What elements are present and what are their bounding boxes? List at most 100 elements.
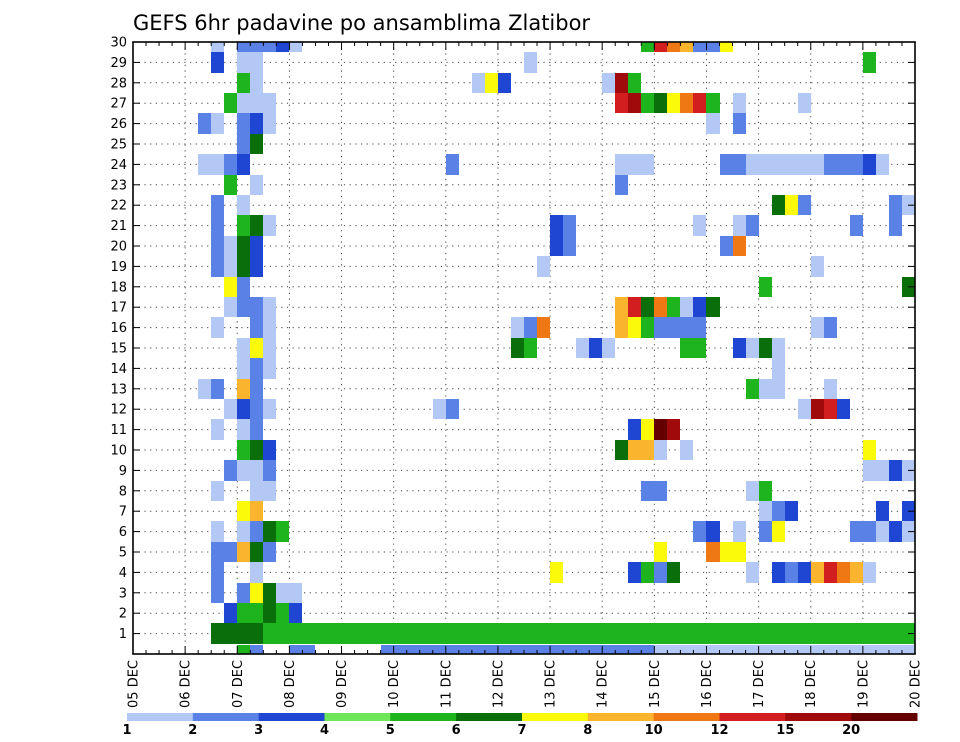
heatmap-cell xyxy=(550,236,563,256)
heatmap-cell xyxy=(811,256,824,277)
heatmap-cell xyxy=(733,645,746,654)
heatmap-cell xyxy=(772,154,785,175)
heatmap-cell xyxy=(446,154,459,175)
y-tick-label: 8 xyxy=(119,484,127,499)
heatmap-cell xyxy=(394,645,407,654)
colorbar-label: 8 xyxy=(583,723,592,738)
heatmap-cell xyxy=(720,42,733,52)
heatmap-cell xyxy=(863,154,876,175)
heatmap-cell xyxy=(693,338,706,358)
heatmap-cell xyxy=(211,562,224,583)
y-tick-label: 2 xyxy=(119,607,127,622)
heatmap-cell xyxy=(615,297,628,317)
colorbar-label: 2 xyxy=(188,723,197,738)
y-tick-label: 7 xyxy=(119,505,127,520)
heatmap-cell xyxy=(563,236,576,256)
colorbar-swatch xyxy=(851,713,918,721)
heatmap-cell xyxy=(759,481,772,501)
heatmap-cell xyxy=(641,419,654,440)
heatmap-cell xyxy=(420,623,433,644)
heatmap-cell xyxy=(889,460,902,481)
heatmap-cell xyxy=(250,481,263,501)
heatmap-cell xyxy=(759,154,772,175)
heatmap-cell xyxy=(733,521,746,542)
colorbar-label: 12 xyxy=(710,723,728,738)
heatmap-cell xyxy=(237,42,250,52)
heatmap-cell xyxy=(602,73,615,93)
heatmap-cell xyxy=(224,154,237,175)
colorbar-swatch xyxy=(258,713,325,721)
heatmap-cell xyxy=(706,93,720,113)
heatmap-cell xyxy=(641,562,654,583)
heatmap-cell xyxy=(237,236,250,256)
heatmap-cell xyxy=(824,562,837,583)
x-tick-label: 17 DEC xyxy=(752,660,767,708)
x-tick-label: 18 DEC xyxy=(804,660,819,708)
heatmap-cell xyxy=(798,93,811,113)
y-tick-label: 19 xyxy=(110,260,127,275)
heatmap-cell xyxy=(720,542,733,562)
heatmap-cell xyxy=(237,154,250,175)
heatmap-cell xyxy=(381,623,394,644)
heatmap-cell xyxy=(224,460,237,481)
heatmap-cell xyxy=(850,623,863,644)
heatmap-cell xyxy=(250,562,263,583)
heatmap-cell xyxy=(420,645,433,654)
heatmap-cell xyxy=(680,440,693,460)
heatmap-cell xyxy=(680,338,693,358)
heatmap-cell xyxy=(250,215,263,236)
heatmap-cell xyxy=(237,521,250,542)
heatmap-cell xyxy=(850,562,863,583)
colorbar-label: 6 xyxy=(452,723,461,738)
heatmap-cell xyxy=(746,215,759,236)
heatmap-cell xyxy=(811,317,824,338)
heatmap-cell xyxy=(693,297,706,317)
colorbar-label: 15 xyxy=(776,723,794,738)
heatmap-cell xyxy=(211,521,224,542)
colorbar-swatch xyxy=(719,713,786,721)
heatmap-cell xyxy=(798,399,811,419)
heatmap-cell xyxy=(211,195,224,215)
heatmap-cell xyxy=(680,93,693,113)
heatmap-cell xyxy=(250,317,263,338)
heatmap-cell xyxy=(628,73,641,93)
heatmap-cell xyxy=(837,154,850,175)
heatmap-cell xyxy=(667,623,680,644)
heatmap-cell xyxy=(641,623,654,644)
heatmap-cell xyxy=(772,521,785,542)
heatmap-cell xyxy=(224,297,237,317)
heatmap-cell xyxy=(654,42,667,52)
heatmap-cell xyxy=(798,645,811,654)
heatmap-cell xyxy=(224,399,237,419)
heatmap-cell xyxy=(785,623,798,644)
heatmap-cell xyxy=(628,317,641,338)
heatmap-cell xyxy=(237,52,250,73)
heatmap-cell xyxy=(302,645,315,654)
heatmap-cell xyxy=(628,623,641,644)
heatmap-cell xyxy=(211,419,224,440)
heatmap-cell xyxy=(733,542,746,562)
y-tick-label: 25 xyxy=(110,138,127,153)
y-tick-label: 28 xyxy=(110,76,127,91)
heatmap-cell xyxy=(706,542,720,562)
heatmap-cell xyxy=(811,399,824,419)
heatmap-cell xyxy=(889,623,902,644)
heatmap-cell xyxy=(237,297,250,317)
heatmap-cell xyxy=(628,154,641,175)
heatmap-cell xyxy=(589,338,602,358)
heatmap-cell xyxy=(263,338,276,358)
y-tick-label: 11 xyxy=(110,423,127,438)
heatmap-cell xyxy=(602,623,615,644)
y-tick-label: 6 xyxy=(119,525,127,540)
heatmap-cell xyxy=(667,93,680,113)
y-tick-label: 20 xyxy=(110,240,127,255)
heatmap-cell xyxy=(772,379,785,399)
heatmap-cell xyxy=(798,154,811,175)
heatmap-cell xyxy=(889,521,902,542)
heatmap-cell xyxy=(863,623,876,644)
x-tick-label: 07 DEC xyxy=(231,660,246,708)
heatmap-cell xyxy=(472,645,485,654)
heatmap-cell xyxy=(289,623,302,644)
heatmap-cell xyxy=(250,440,263,460)
